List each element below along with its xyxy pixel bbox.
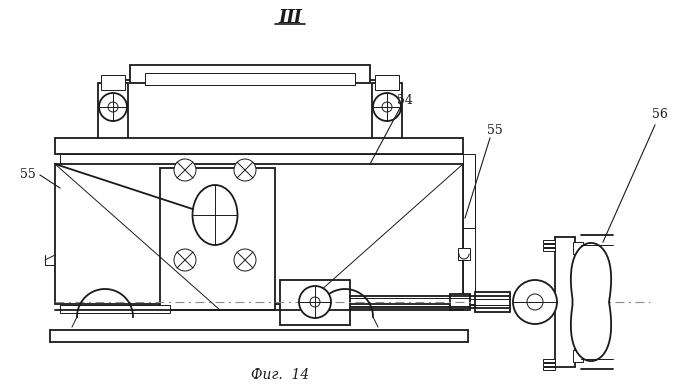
Circle shape — [99, 93, 127, 121]
Bar — [372, 83, 402, 140]
Bar — [120, 80, 380, 140]
Bar — [543, 363, 555, 365]
Bar — [130, 65, 370, 83]
Text: Фиг.  14: Фиг. 14 — [251, 368, 309, 382]
Bar — [573, 242, 583, 254]
Polygon shape — [160, 168, 275, 310]
Circle shape — [310, 297, 320, 307]
Bar — [145, 73, 355, 85]
Bar — [101, 75, 125, 90]
Bar — [55, 138, 463, 154]
Circle shape — [373, 93, 401, 121]
Bar — [475, 292, 510, 312]
Bar — [543, 367, 555, 369]
Circle shape — [234, 159, 256, 181]
Bar — [375, 75, 399, 90]
Text: 56: 56 — [652, 109, 668, 121]
Bar — [543, 244, 555, 246]
Bar — [543, 248, 555, 251]
Text: 55: 55 — [20, 168, 36, 182]
Circle shape — [108, 102, 118, 112]
Text: Ш: Ш — [279, 9, 301, 27]
Circle shape — [382, 102, 392, 112]
Bar — [458, 248, 470, 260]
Bar — [573, 350, 583, 362]
Bar — [463, 154, 475, 304]
Text: 54: 54 — [397, 94, 413, 106]
Bar — [280, 280, 350, 325]
Bar — [60, 305, 170, 313]
Bar — [543, 240, 555, 242]
Bar — [543, 359, 555, 362]
Circle shape — [527, 294, 543, 310]
Bar — [50, 330, 468, 342]
Text: 55: 55 — [487, 123, 503, 137]
Bar — [60, 154, 463, 164]
Bar — [450, 294, 470, 310]
Circle shape — [513, 280, 557, 324]
Circle shape — [299, 286, 331, 318]
Circle shape — [174, 159, 196, 181]
Ellipse shape — [192, 185, 238, 245]
Circle shape — [234, 249, 256, 271]
Bar — [98, 83, 128, 140]
Circle shape — [174, 249, 196, 271]
Bar — [555, 237, 575, 367]
Polygon shape — [571, 243, 611, 361]
Bar — [55, 164, 463, 304]
